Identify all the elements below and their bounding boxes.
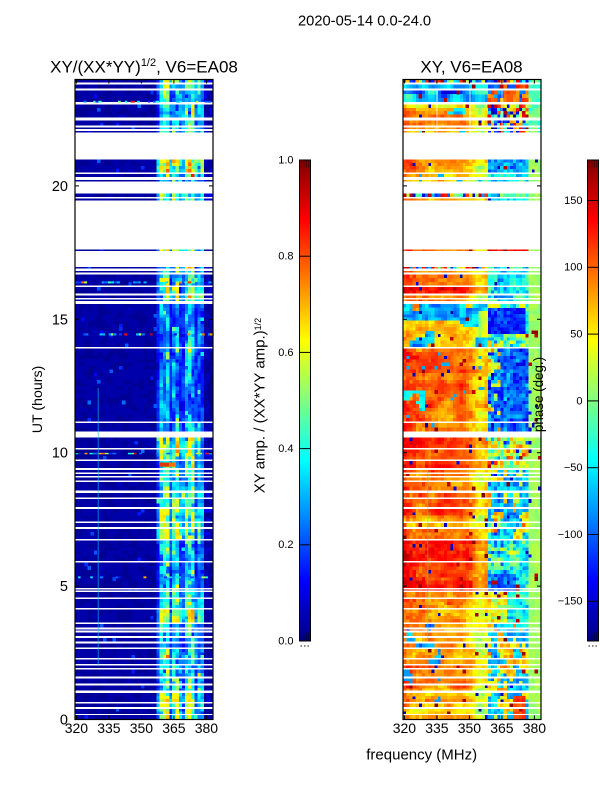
svg-text:1.0: 1.0 xyxy=(278,154,293,166)
svg-text:100: 100 xyxy=(564,262,582,274)
svg-text:2020-05-14 0.0-24.0: 2020-05-14 0.0-24.0 xyxy=(298,14,431,30)
svg-text:−150: −150 xyxy=(558,596,583,608)
svg-text:20: 20 xyxy=(52,179,68,195)
svg-text:50: 50 xyxy=(570,329,582,341)
svg-text:0.0: 0.0 xyxy=(278,635,293,647)
svg-text:380: 380 xyxy=(523,720,547,736)
svg-text:335: 335 xyxy=(97,720,121,736)
svg-text:10: 10 xyxy=(52,446,68,462)
svg-text:350: 350 xyxy=(458,720,482,736)
svg-text:335: 335 xyxy=(425,720,449,736)
svg-text:0.2: 0.2 xyxy=(278,539,293,551)
svg-text:15: 15 xyxy=(52,312,68,328)
svg-text:5: 5 xyxy=(60,579,68,595)
svg-text:frequency (MHz): frequency (MHz) xyxy=(366,747,477,764)
svg-text:365: 365 xyxy=(490,720,514,736)
svg-text:UT (hours): UT (hours) xyxy=(30,366,46,434)
svg-text:150: 150 xyxy=(564,195,582,207)
svg-text:−100: −100 xyxy=(558,529,583,541)
svg-text:0: 0 xyxy=(576,395,582,407)
svg-text:0: 0 xyxy=(60,713,68,729)
svg-text:0.8: 0.8 xyxy=(278,251,293,263)
svg-text:phase (deg.): phase (deg.) xyxy=(531,357,546,432)
svg-text:350: 350 xyxy=(130,720,154,736)
svg-text:320: 320 xyxy=(393,720,417,736)
svg-text:XY amp. / (XX*YY amp.)1/2: XY amp. / (XX*YY amp.)1/2 xyxy=(252,318,269,493)
svg-text:XY, V6=EA08: XY, V6=EA08 xyxy=(420,58,522,77)
svg-text:−50: −50 xyxy=(564,462,583,474)
svg-text:0.4: 0.4 xyxy=(278,443,293,455)
svg-text:365: 365 xyxy=(162,720,186,736)
svg-text:380: 380 xyxy=(195,720,219,736)
svg-text:0.6: 0.6 xyxy=(278,347,293,359)
svg-text:320: 320 xyxy=(65,720,89,736)
svg-text:XY/(XX*YY)1/2, V6=EA08: XY/(XX*YY)1/2, V6=EA08 xyxy=(50,57,238,77)
